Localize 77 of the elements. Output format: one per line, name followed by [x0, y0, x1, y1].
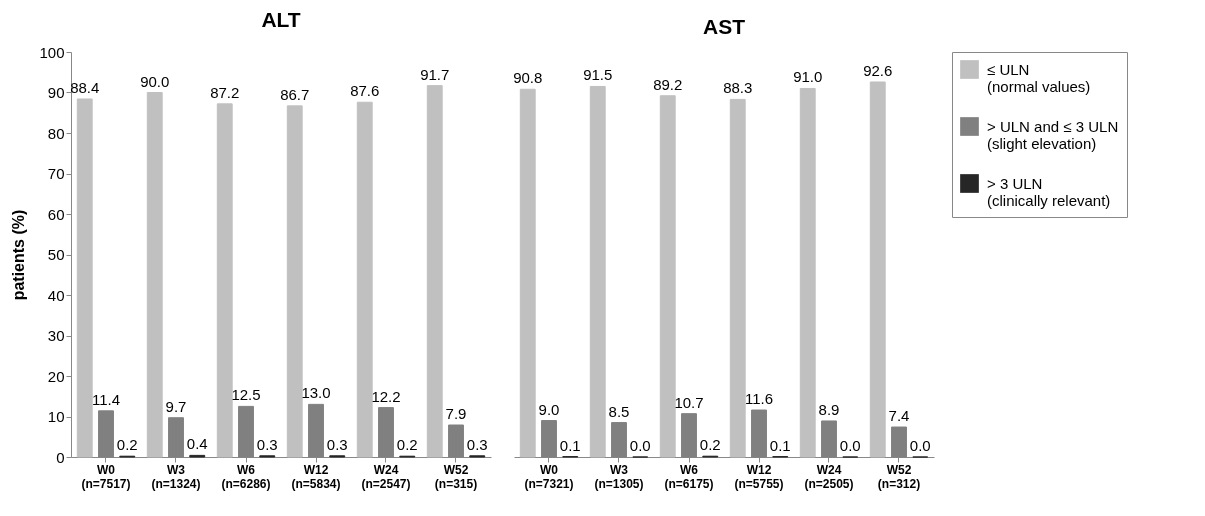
y-tick-label: 10 — [47, 408, 65, 425]
x-tick-label: W6 (n=6286) — [221, 462, 271, 491]
data-label: 10.7 — [674, 393, 704, 411]
data-label: 0.0 — [909, 437, 931, 454]
legend-label: > ULN and ≤ 3 ULN (slight elevation) — [987, 117, 1119, 152]
data-label: 0.0 — [839, 437, 861, 454]
data-label: 90.0 — [140, 72, 170, 90]
x-tick-label: W0 (n=7517) — [81, 462, 131, 491]
bar — [76, 98, 93, 458]
x-tick-label: W24 (n=2547) — [361, 462, 411, 491]
bar — [426, 85, 443, 458]
x-tick-label: W6 (n=6175) — [664, 462, 714, 491]
data-label: 9.7 — [165, 397, 187, 415]
data-label: 12.5 — [231, 386, 261, 404]
x-tick-label: W3 (n=1324) — [151, 462, 201, 491]
x-tick-label: W52 (n=312) — [877, 462, 921, 491]
bar — [216, 103, 233, 458]
chart-title: AST — [703, 15, 746, 38]
data-label: 92.6 — [863, 61, 893, 79]
y-tick-label: 30 — [47, 327, 65, 344]
data-label: 0.3 — [256, 435, 278, 453]
data-label: 8.5 — [608, 402, 630, 420]
y-tick-label: 60 — [47, 205, 65, 223]
data-label: 91.5 — [583, 66, 613, 84]
data-label: 89.2 — [653, 75, 683, 93]
x-tick-label: W3 (n=1305) — [594, 462, 644, 491]
data-label: 88.3 — [723, 79, 753, 97]
data-label: 0.3 — [466, 435, 488, 453]
data-label: 0.2 — [699, 436, 721, 454]
data-label: 90.8 — [513, 69, 543, 87]
x-tick-label: W0 (n=7321) — [524, 462, 574, 491]
data-label: 86.7 — [280, 85, 310, 103]
y-tick-label: 50 — [47, 246, 65, 263]
data-label: 0.2 — [116, 436, 138, 454]
data-label: 0.1 — [559, 436, 581, 454]
bar — [589, 85, 606, 458]
y-tick-label: 40 — [47, 286, 65, 304]
x-tick-label: W24 (n=2505) — [804, 462, 854, 491]
bar — [356, 101, 373, 458]
bar — [799, 87, 816, 458]
bar — [519, 88, 536, 458]
y-tick-label: 90 — [47, 84, 65, 101]
y-tick-label: 80 — [47, 124, 65, 142]
chart-title: ALT — [261, 8, 301, 31]
data-label: 0.3 — [326, 435, 348, 453]
bar — [659, 95, 676, 458]
x-tick-label: W52 (n=315) — [434, 462, 478, 491]
data-label: 0.2 — [396, 436, 418, 454]
data-label: 7.9 — [445, 405, 467, 423]
data-label: 87.6 — [350, 82, 380, 100]
x-tick-label: W12 (n=5834) — [291, 462, 341, 491]
data-label: 11.6 — [744, 390, 774, 408]
y-axis-title: patients (%) — [10, 209, 28, 301]
bar — [869, 81, 886, 458]
bar — [286, 105, 303, 458]
data-label: 13.0 — [301, 384, 331, 402]
y-tick-label: 100 — [39, 43, 65, 61]
data-label: 91.7 — [420, 65, 450, 83]
y-tick-label: 70 — [47, 165, 65, 182]
data-label: 11.4 — [91, 390, 121, 408]
data-label: 8.9 — [818, 400, 840, 418]
x-tick-label: W12 (n=5755) — [734, 462, 784, 491]
data-label: 0.4 — [186, 435, 208, 453]
data-label: 9.0 — [538, 400, 560, 418]
data-label: 87.2 — [210, 83, 240, 101]
data-label: 0.1 — [769, 436, 791, 454]
legend-label: > 3 ULN (clinically relevant) — [987, 174, 1111, 209]
data-label: 91.0 — [793, 68, 823, 86]
data-label: 7.4 — [888, 407, 910, 425]
bar — [146, 92, 163, 458]
data-label: 0.0 — [629, 437, 651, 454]
data-label: 12.2 — [371, 387, 401, 405]
y-tick-label: 0 — [56, 448, 65, 466]
data-label: 88.4 — [70, 78, 100, 96]
legend-label: ≤ ULN (normal values) — [987, 60, 1091, 95]
y-tick-label: 20 — [47, 367, 65, 385]
bar — [729, 98, 746, 458]
